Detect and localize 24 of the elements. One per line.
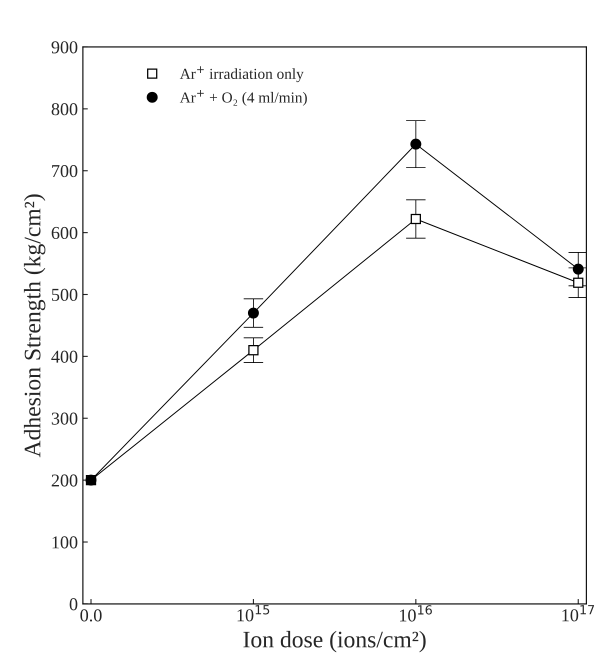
y-tick-label: 0 (70, 598, 78, 610)
y-tick-label: 800 (52, 103, 78, 116)
y-tick-label: 400 (51, 350, 78, 363)
y-tick-label: 300 (52, 412, 78, 425)
x-axis-title: Ion dose (ions/cm²) (243, 630, 426, 652)
point (572, 264, 584, 275)
x-tick-label: 10$^{15}$ (238, 605, 270, 622)
legend-label: Ar$^{+}$ irradiation only (180, 66, 304, 82)
y-axis-title: Adhesion Strength (kg/cm²) (24, 194, 46, 458)
y-tick-label: 600 (52, 226, 78, 240)
x-tick-label: 0.0 (80, 609, 102, 622)
point (410, 138, 422, 150)
y-tick-label: 200 (52, 474, 78, 487)
y-tick-label: 500 (52, 288, 78, 301)
point (410, 214, 421, 224)
x-tick-label: 10$^{17}$ (562, 605, 594, 622)
point (248, 345, 259, 356)
y-tick-label: 900 (52, 41, 78, 54)
legend-label: Ar$^{+}$ + O₂ (4 ml/min) (180, 90, 307, 106)
point (248, 308, 259, 319)
point (573, 278, 584, 288)
x-tick-label: 10$^{16}$ (400, 605, 432, 622)
y-tick-label: 700 (52, 164, 78, 178)
y-tick-label: 100 (52, 536, 78, 548)
